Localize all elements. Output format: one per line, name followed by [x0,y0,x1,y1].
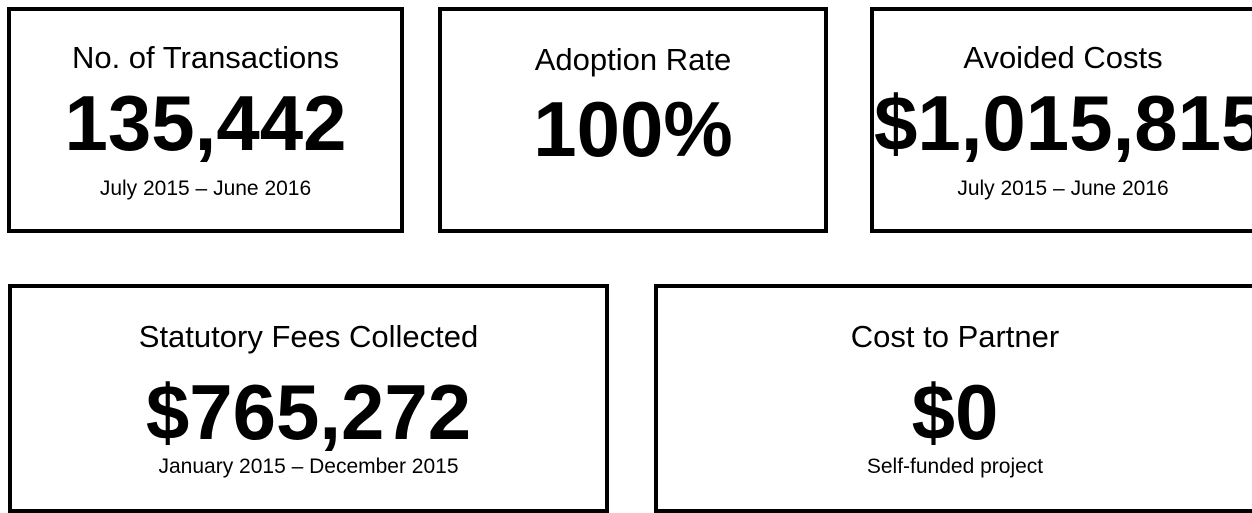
card-title: Adoption Rate [534,42,732,77]
card-value: $1,015,815 [874,79,1252,167]
card-subtitle: July 2015 – June 2016 [99,177,312,200]
card-value: $0 [911,368,999,456]
card-value: $765,272 [145,368,472,456]
kpi-card: No. of Transactions 135,442 July 2015 – … [7,7,404,233]
card-subtitle: January 2015 – December 2015 [158,455,459,478]
card-title: Avoided Costs [963,40,1163,75]
kpi-card: Statutory Fees Collected $765,272 Januar… [8,284,609,513]
kpi-card: Avoided Costs $1,015,815 July 2015 – Jun… [870,7,1252,233]
card-value: 135,442 [64,79,347,167]
kpi-card: Adoption Rate 100% [438,7,828,233]
card-title: Cost to Partner [850,319,1060,354]
kpi-card: Cost to Partner $0 Self-funded project [654,284,1252,513]
card-subtitle: Self-funded project [866,455,1044,478]
card-value: 100% [533,85,733,173]
card-title: Statutory Fees Collected [138,319,479,354]
card-title: No. of Transactions [71,40,340,75]
card-subtitle: July 2015 – June 2016 [957,177,1169,200]
